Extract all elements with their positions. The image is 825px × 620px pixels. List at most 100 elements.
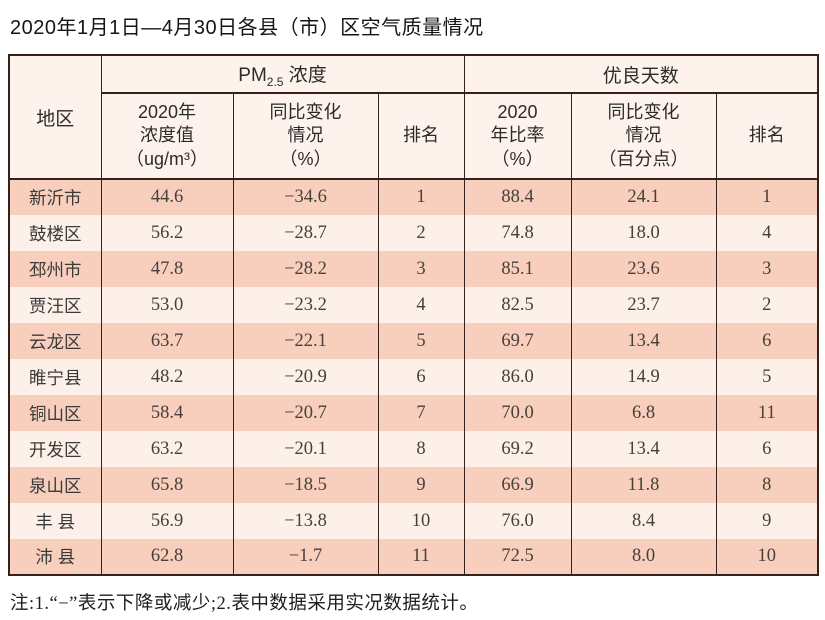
days-rank-cell: 6 [715, 431, 819, 467]
pm-rank-cell: 10 [377, 503, 465, 539]
pm-value-cell: 56.9 [100, 503, 234, 539]
page-title: 2020年1月1日—4月30日各县（市）区空气质量情况 [10, 17, 484, 39]
pm-rank-cell: 8 [377, 431, 465, 467]
pm-value-cell: 44.6 [100, 179, 234, 215]
pm-value-cell: 48.2 [100, 359, 234, 395]
days-rank-cell: 2 [715, 287, 819, 323]
pm-change-cell: −20.7 [232, 395, 379, 431]
pm-rank-cell: 7 [377, 395, 465, 431]
table-row: 沛 县 62.8 −1.7 11 72.5 8.0 10 [8, 539, 819, 575]
pm-change-cell: −1.7 [232, 539, 379, 575]
pm-rank-cell: 9 [377, 467, 465, 503]
col-header-days-rank: 排名 [715, 93, 819, 180]
days-change-cell: 23.7 [570, 287, 717, 323]
region-cell: 沛 县 [8, 539, 102, 575]
days-change-cell: 8.0 [570, 539, 717, 575]
days-ratio-cell: 69.7 [463, 323, 572, 359]
pm-change-cell: −28.2 [232, 251, 379, 287]
col-header-pm-change: 同比变化 情况 （%） [232, 93, 379, 180]
days-change-cell: 8.4 [570, 503, 717, 539]
table-row: 铜山区 58.4 −20.7 7 70.0 6.8 11 [8, 395, 819, 431]
col-header-days-change: 同比变化 情况 （百分点） [570, 93, 717, 180]
table-row: 开发区 63.2 −20.1 8 69.2 13.4 6 [8, 431, 819, 467]
pm-rank-cell: 4 [377, 287, 465, 323]
col-header-days-ratio: 2020 年比率 （%） [463, 93, 572, 180]
pm-rank-cell: 5 [377, 323, 465, 359]
days-ratio-cell: 70.0 [463, 395, 572, 431]
pm-value-cell: 53.0 [100, 287, 234, 323]
days-rank-cell: 9 [715, 503, 819, 539]
pm-rank-cell: 1 [377, 179, 465, 215]
region-cell: 开发区 [8, 431, 102, 467]
days-ratio-cell: 76.0 [463, 503, 572, 539]
region-cell: 鼓楼区 [8, 215, 102, 251]
days-rank-cell: 11 [715, 395, 819, 431]
pm25-label-suffix: 浓度 [283, 64, 327, 86]
days-ratio-cell: 72.5 [463, 539, 572, 575]
days-ratio-cell: 88.4 [463, 179, 572, 215]
region-cell: 铜山区 [8, 395, 102, 431]
days-rank-cell: 8 [715, 467, 819, 503]
days-ratio-cell: 85.1 [463, 251, 572, 287]
pm-change-cell: −13.8 [232, 503, 379, 539]
days-ratio-cell: 74.8 [463, 215, 572, 251]
days-change-cell: 6.8 [570, 395, 717, 431]
pm-rank-cell: 11 [377, 539, 465, 575]
days-rank-cell: 3 [715, 251, 819, 287]
region-cell: 贾汪区 [8, 287, 102, 323]
days-rank-cell: 1 [715, 179, 819, 215]
days-rank-cell: 5 [715, 359, 819, 395]
table-row: 云龙区 63.7 −22.1 5 69.7 13.4 6 [8, 323, 819, 359]
table-row: 鼓楼区 56.2 −28.7 2 74.8 18.0 4 [8, 215, 819, 251]
col-header-pm-rank: 排名 [377, 93, 465, 180]
pm-change-cell: −23.2 [232, 287, 379, 323]
days-ratio-cell: 69.2 [463, 431, 572, 467]
region-cell: 泉山区 [8, 467, 102, 503]
pm-value-cell: 47.8 [100, 251, 234, 287]
days-ratio-cell: 66.9 [463, 467, 572, 503]
pm-change-cell: −34.6 [232, 179, 379, 215]
days-change-cell: 13.4 [570, 431, 717, 467]
pm-value-cell: 65.8 [100, 467, 234, 503]
col-header-pm-value: 2020年 浓度值 （ug/m³） [100, 93, 234, 180]
pm-rank-cell: 6 [377, 359, 465, 395]
table-body: 新沂市 44.6 −34.6 1 88.4 24.1 1 鼓楼区 56.2 −2… [8, 179, 819, 575]
pm-value-cell: 56.2 [100, 215, 234, 251]
region-cell: 邳州市 [8, 251, 102, 287]
pm-value-cell: 58.4 [100, 395, 234, 431]
col-group-good-days: 优良天数 [463, 55, 819, 94]
pm-value-cell: 62.8 [100, 539, 234, 575]
footnote: 注:1.“−”表示下降或减少;2.表中数据采用实况数据统计。 [10, 594, 479, 614]
header-sub-row: 2020年 浓度值 （ug/m³） 同比变化 情况 （%） 排名 2020 年比… [9, 93, 819, 180]
days-ratio-cell: 82.5 [463, 287, 572, 323]
pm-change-cell: −22.1 [232, 323, 379, 359]
days-change-cell: 11.8 [570, 467, 717, 503]
region-cell: 新沂市 [8, 179, 102, 215]
days-rank-cell: 4 [715, 215, 819, 251]
header-group-row: 地区 PM2.5 浓度 优良天数 [8, 55, 819, 180]
table-row: 邳州市 47.8 −28.2 3 85.1 23.6 3 [8, 251, 819, 287]
pm-value-cell: 63.2 [100, 431, 234, 467]
pm-change-cell: −20.9 [232, 359, 379, 395]
pm-rank-cell: 2 [377, 215, 465, 251]
air-quality-table: 地区 PM2.5 浓度 优良天数 2020年 浓度值 （ug/m³） 同比变化 … [8, 54, 820, 576]
days-change-cell: 24.1 [570, 179, 717, 215]
pm25-label-subscript: 2.5 [266, 74, 284, 89]
col-group-pm25: PM2.5 浓度 [100, 55, 465, 94]
table-row: 睢宁县 48.2 −20.9 6 86.0 14.9 5 [8, 359, 819, 395]
table-row: 贾汪区 53.0 −23.2 4 82.5 23.7 2 [8, 287, 819, 323]
table-row: 新沂市 44.6 −34.6 1 88.4 24.1 1 [8, 179, 819, 215]
region-cell: 睢宁县 [8, 359, 102, 395]
region-cell: 丰 县 [8, 503, 102, 539]
pm-change-cell: −18.5 [232, 467, 379, 503]
days-ratio-cell: 86.0 [463, 359, 572, 395]
pm-value-cell: 63.7 [100, 323, 234, 359]
days-change-cell: 13.4 [570, 323, 717, 359]
table-row: 泉山区 65.8 −18.5 9 66.9 11.8 8 [8, 467, 819, 503]
days-rank-cell: 10 [715, 539, 819, 575]
pm-change-cell: −28.7 [232, 215, 379, 251]
col-header-region: 地区 [8, 55, 102, 180]
pm-rank-cell: 3 [377, 251, 465, 287]
days-change-cell: 18.0 [570, 215, 717, 251]
